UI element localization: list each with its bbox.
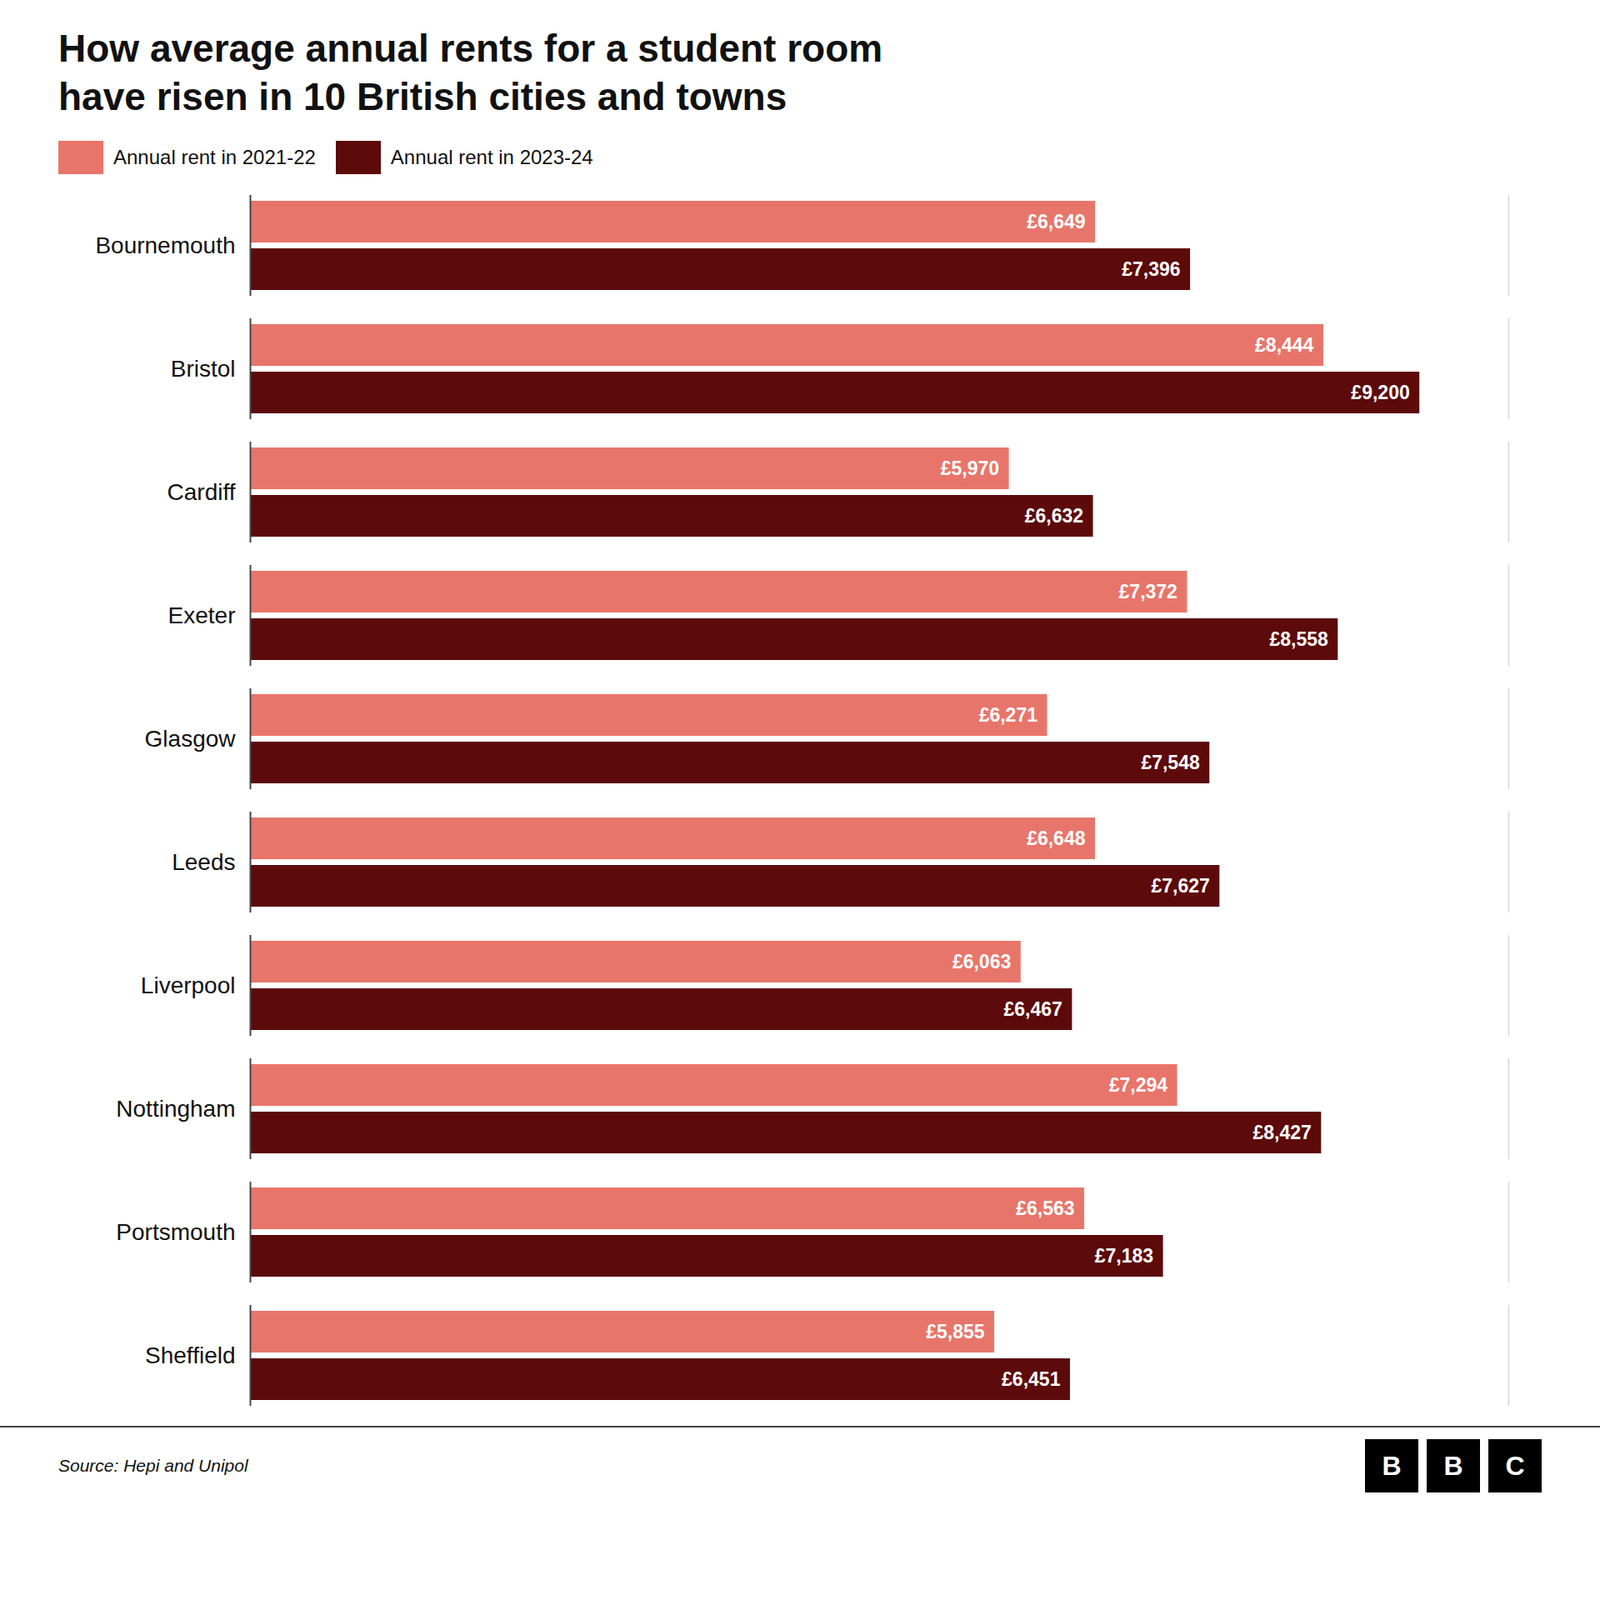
html-text:Annual rent in 2021-22: Annual rent in 2021-22 — [113, 145, 316, 169]
svg-text:£7,372: £7,372 — [1119, 580, 1178, 603]
html-text:C: C — [1505, 1450, 1525, 1481]
html-text:Annual rent in 2023-24: Annual rent in 2023-24 — [390, 145, 594, 169]
svg-text:£5,855: £5,855 — [925, 1320, 985, 1343]
svg-text:£8,558: £8,558 — [1269, 628, 1329, 650]
svg-text:£6,467: £6,467 — [1004, 998, 1063, 1020]
svg-text:£7,548: £7,548 — [1140, 751, 1200, 774]
html-text:B: B — [1443, 1450, 1463, 1481]
svg-text:£6,063: £6,063 — [952, 950, 1011, 973]
svg-text:£6,632: £6,632 — [1025, 505, 1084, 527]
html-text:Source: Hepi and Unipol: Source: Hepi and Unipol — [58, 1455, 248, 1475]
html-text:B: B — [1382, 1450, 1402, 1481]
svg-text:£7,627: £7,627 — [1150, 875, 1210, 897]
svg-text:£6,648: £6,648 — [1026, 827, 1086, 850]
svg-text:£7,396: £7,396 — [1121, 258, 1180, 280]
svg-text:Bournemouth: Bournemouth — [95, 232, 235, 259]
svg-text:£8,444: £8,444 — [1255, 334, 1315, 356]
svg-text:£6,563: £6,563 — [1015, 1197, 1075, 1220]
svg-text:Glasgow: Glasgow — [145, 725, 237, 752]
svg-text:£6,649: £6,649 — [1026, 210, 1085, 233]
svg-text:Sheffield: Sheffield — [145, 1342, 235, 1369]
svg-text:£6,451: £6,451 — [1001, 1368, 1061, 1390]
svg-text:Exeter: Exeter — [168, 602, 236, 629]
svg-text:Portsmouth: Portsmouth — [115, 1219, 235, 1245]
svg-text:Bristol: Bristol — [170, 355, 236, 382]
svg-text:£6,271: £6,271 — [979, 704, 1039, 726]
svg-text:£9,200: £9,200 — [1350, 381, 1410, 404]
html-text:How average annual rents for a: How average annual rents for a student r… — [58, 26, 883, 118]
svg-text:£7,294: £7,294 — [1109, 1074, 1169, 1096]
svg-text:Leeds: Leeds — [171, 849, 235, 875]
svg-text:Cardiff: Cardiff — [167, 479, 236, 505]
svg-text:£7,183: £7,183 — [1095, 1245, 1154, 1267]
svg-text:£8,427: £8,427 — [1252, 1121, 1311, 1144]
svg-text:Nottingham: Nottingham — [115, 1095, 235, 1122]
svg-text:£5,970: £5,970 — [940, 457, 1000, 480]
svg-text:Liverpool: Liverpool — [140, 972, 236, 999]
